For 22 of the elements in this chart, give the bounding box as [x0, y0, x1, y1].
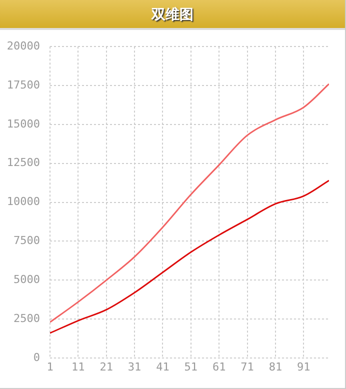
y-tick-label: 5000	[14, 273, 40, 286]
x-tick-label: 21	[100, 360, 113, 374]
y-tick-label: 12500	[6, 156, 40, 170]
y-tick-label: 2500	[14, 312, 40, 325]
x-tick-label: 81	[268, 360, 282, 374]
x-tick-label: 1	[46, 360, 54, 374]
line-series	[50, 180, 329, 334]
y-tick-label: 20000	[6, 39, 40, 52]
x-tick-label: 91	[297, 360, 310, 374]
y-tick-label: 0	[33, 350, 40, 364]
y-tick-label: 10000	[6, 195, 40, 208]
y-tick-label: 7500	[14, 234, 40, 248]
x-tick-label: 41	[156, 360, 170, 374]
x-tick-label: 31	[128, 360, 142, 374]
x-tick-label: 51	[184, 360, 198, 374]
line-series	[50, 83, 329, 323]
x-tick-label: 61	[212, 360, 226, 374]
x-tick-label: 11	[72, 360, 85, 374]
chart-title: 双维图	[0, 0, 345, 30]
x-tick-label: 71	[240, 360, 254, 374]
y-tick-label: 15000	[6, 117, 40, 130]
y-tick-label: 17500	[6, 78, 40, 92]
